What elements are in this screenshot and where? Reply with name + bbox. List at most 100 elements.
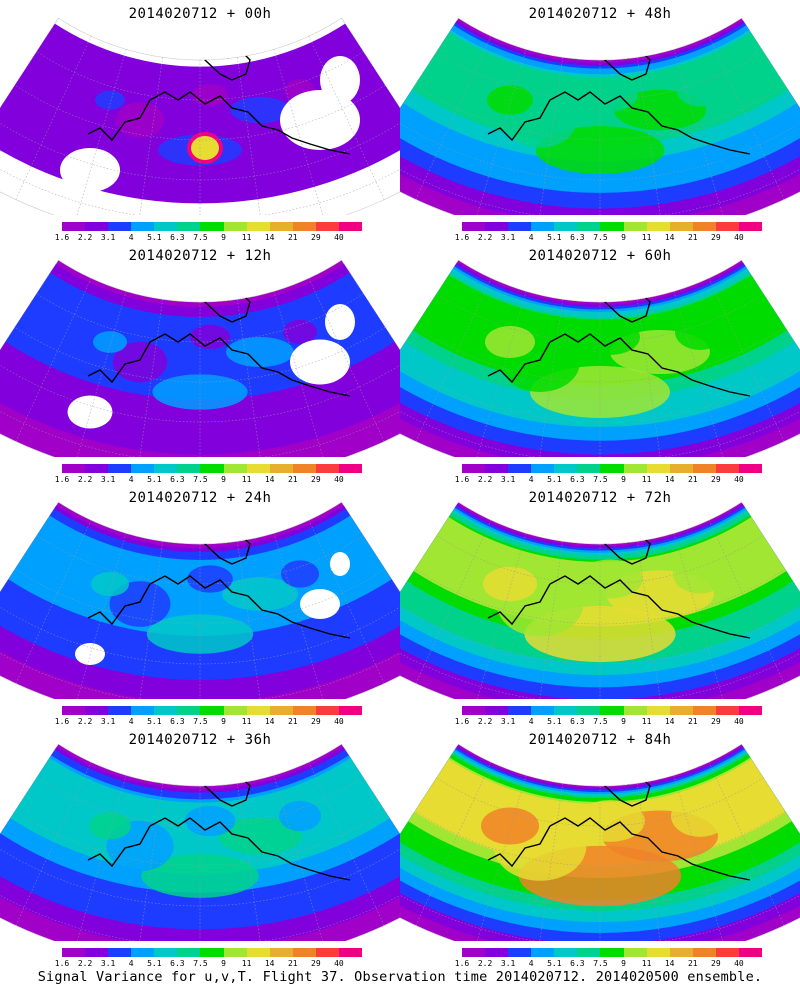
latitude-line — [400, 636, 800, 699]
panel-title: 2014020712 + 60h — [528, 248, 672, 264]
colorbar-labels: 1.6 2.2 3.1 4 5.1 6.3 7.5 9 11 14 21 29 40 — [44, 233, 384, 245]
colorbar-swatch — [200, 948, 224, 957]
colorbar-tick-label: 29 — [311, 233, 321, 242]
colorbar-tick-label: 7.5 — [593, 717, 608, 726]
colorbar-swatch — [85, 948, 109, 957]
variance-blob — [141, 854, 259, 898]
colorbar-tick-label: 3.1 — [100, 959, 116, 968]
colorbar-tick-label: 21 — [687, 233, 698, 242]
colorbar-swatch — [623, 464, 647, 473]
colorbar — [462, 464, 763, 473]
colorbar-tick-label: 7.5 — [593, 959, 608, 968]
colorbar-swatch — [292, 706, 316, 715]
coastline — [487, 341, 551, 384]
colorbar-swatch — [531, 706, 555, 715]
latitude-line — [0, 394, 400, 457]
variance-map — [400, 259, 800, 457]
no-data-region — [280, 90, 360, 150]
map-panel: 2014020712 + 00h 1.6 2.2 3.1 4 5.1 6.3 7.5 9 11 14… — [0, 0, 400, 242]
colorbar-tick-label: 6.3 — [570, 475, 585, 484]
colorbar-tick-label: 9 — [221, 233, 226, 242]
colorbar-tick-label: 14 — [664, 959, 675, 968]
colorbar-swatch — [715, 222, 739, 231]
colorbar-swatch — [692, 948, 716, 957]
colorbar-swatch — [338, 222, 363, 231]
colorbar-tick-label: 2.2 — [77, 717, 93, 726]
colorbar-swatch — [246, 948, 270, 957]
colorbar-tick-label: 21 — [287, 475, 298, 484]
colorbar-tick-label: 3.1 — [100, 233, 116, 242]
colorbar-tick-label: 14 — [264, 717, 275, 726]
colorbar-swatch — [338, 706, 363, 715]
colorbar-tick-label: 4 — [128, 475, 134, 484]
variance-blob — [283, 319, 317, 345]
no-data-region — [300, 589, 340, 619]
colorbar-labels: 1.6 2.2 3.1 4 5.1 6.3 7.5 9 11 14 21 29 40 — [444, 475, 784, 487]
colorbar-swatch — [508, 464, 532, 473]
colorbar-swatch — [315, 706, 339, 715]
variance-blob — [109, 581, 171, 627]
colorbar-tick-label: 1.6 — [54, 959, 70, 968]
colorbar-tick-label: 6.3 — [570, 233, 585, 242]
variance-blob — [93, 331, 127, 353]
colorbar-tick-label: 1.6 — [54, 717, 70, 726]
colorbar-swatch — [577, 706, 601, 715]
colorbar-swatch — [623, 948, 647, 957]
colorbar-swatch — [462, 706, 486, 715]
colorbar-tick-label: 14 — [664, 233, 675, 242]
latitude-line — [400, 394, 800, 457]
colorbar-tick-label: 21 — [687, 475, 698, 484]
colorbar-tick-label: 2.2 — [477, 233, 493, 242]
latitude-line — [414, 84, 786, 141]
colorbar-tick-label: 6.3 — [170, 475, 185, 484]
variance-blob — [671, 795, 729, 837]
colorbar-tick-label: 2.2 — [77, 475, 93, 484]
colorbar-tick-label: 9 — [621, 717, 626, 726]
colorbar-tick-label: 9 — [621, 233, 626, 242]
colorbar-tick-label: 29 — [711, 959, 721, 968]
panel-title: 2014020712 + 24h — [128, 490, 272, 506]
colorbar-swatch — [131, 222, 155, 231]
colorbar-swatch — [738, 706, 763, 715]
variance-blob — [91, 571, 129, 597]
colorbar-swatch — [338, 464, 363, 473]
colorbar-swatch — [531, 222, 555, 231]
no-data-region — [75, 643, 105, 665]
latitude-line — [400, 118, 800, 181]
latitude-line — [400, 602, 800, 665]
variance-blob — [675, 314, 725, 350]
colorbar-swatch — [669, 222, 693, 231]
colorbar-tick-label: 6.3 — [170, 233, 185, 242]
colorbar-swatch — [692, 222, 716, 231]
no-data-region — [290, 339, 350, 385]
panel-title: 2014020712 + 48h — [528, 6, 672, 22]
variance-map — [0, 501, 400, 699]
panel-title: 2014020712 + 12h — [128, 248, 272, 264]
colorbar-tick-label: 5.1 — [147, 717, 162, 726]
colorbar — [462, 706, 763, 715]
colorbar-swatch — [177, 222, 201, 231]
latitude-line — [14, 568, 386, 625]
colorbar-tick-label: 5.1 — [147, 475, 162, 484]
colorbar-swatch — [531, 948, 555, 957]
colorbar-tick-label: 3.1 — [500, 475, 516, 484]
variance-map — [400, 743, 800, 941]
colorbar-swatch — [646, 222, 670, 231]
colorbar-tick-label: 4 — [528, 475, 534, 484]
colorbar-tick-label: 40 — [334, 959, 344, 968]
colorbar-labels: 1.6 2.2 3.1 4 5.1 6.3 7.5 9 11 14 21 29 40 — [444, 959, 784, 971]
colorbar-swatch — [223, 706, 247, 715]
colorbar-tick-label: 3.1 — [500, 717, 516, 726]
colorbar-tick-label: 14 — [264, 959, 275, 968]
colorbar-swatch — [269, 222, 293, 231]
variance-blob — [222, 577, 298, 611]
colorbar-tick-label: 29 — [311, 475, 321, 484]
colorbar-swatch — [315, 464, 339, 473]
latitude-line — [0, 844, 400, 907]
colorbar-swatch — [108, 464, 132, 473]
variance-blob — [487, 85, 533, 115]
colorbar-swatch — [508, 948, 532, 957]
colorbar-tick-label: 21 — [287, 233, 298, 242]
colorbar-tick-label: 4 — [128, 959, 134, 968]
colorbar-swatch — [692, 706, 716, 715]
